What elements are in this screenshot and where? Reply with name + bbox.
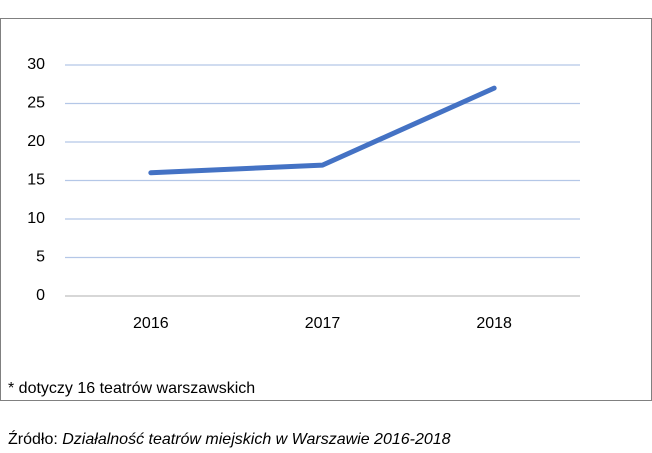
data-line <box>148 85 497 176</box>
y-tick-label: 5 <box>36 249 45 266</box>
y-tick-label: 0 <box>36 287 45 304</box>
footnote: * dotyczy 16 teatrów warszawskich <box>8 380 255 397</box>
x-tick-label: 2018 <box>476 315 512 332</box>
y-tick-label: 25 <box>27 95 45 112</box>
x-tick-label: 2017 <box>305 315 341 332</box>
source-label: Źródło: <box>8 429 62 448</box>
y-tick-label: 20 <box>27 133 45 150</box>
y-tick-label: 15 <box>27 172 45 189</box>
y-tick-label: 30 <box>27 56 45 73</box>
source: Źródło: Działalność teatrów miejskich w … <box>8 429 451 448</box>
chart-frame <box>0 18 652 401</box>
x-tick-label: 2016 <box>133 315 169 332</box>
source-title: Działalność teatrów miejskich w Warszawi… <box>62 431 450 448</box>
y-tick-label: 10 <box>27 210 45 227</box>
